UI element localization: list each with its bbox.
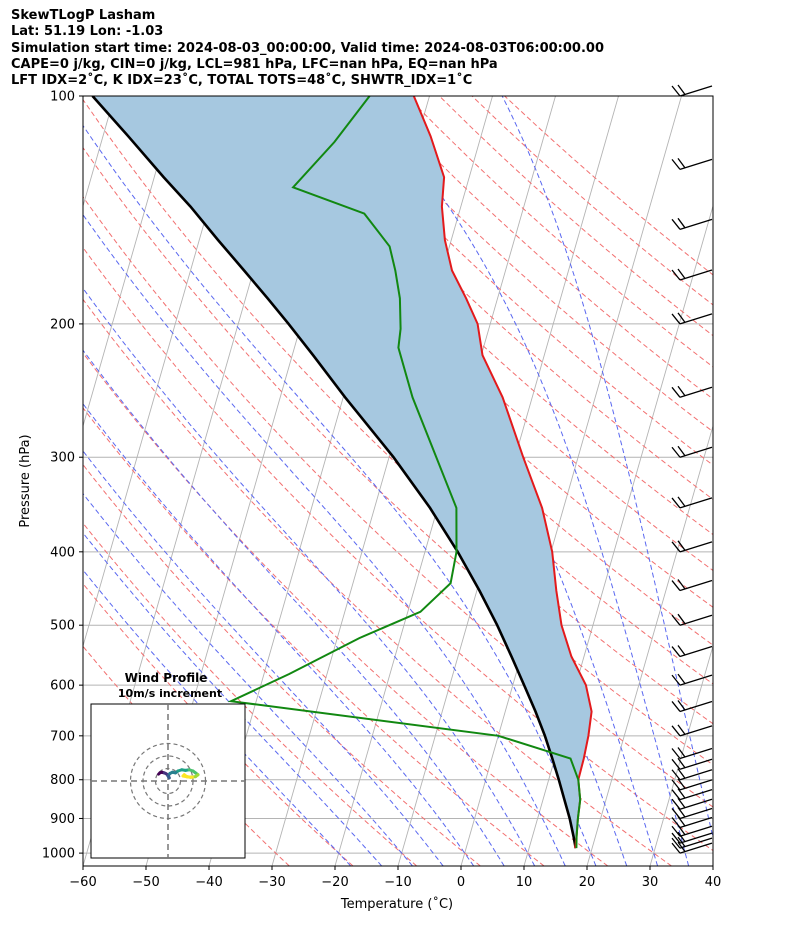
x-tick-label: 20 [579, 875, 596, 890]
index-line: LFT IDX=2˚C, K IDX=23˚C, TOTAL TOTS=48˚C… [11, 73, 473, 89]
y-tick-label: 600 [50, 679, 75, 694]
cape-area [92, 96, 592, 849]
cape-shading [92, 96, 592, 849]
y-tick-label: 900 [50, 812, 75, 827]
hodograph-ring [129, 742, 207, 820]
dry-adiabat [83, 463, 481, 866]
x-tick-label: −60 [69, 875, 96, 890]
x-tick-label: −30 [258, 875, 285, 890]
y-tick-label: 300 [50, 451, 75, 466]
wind-barb [671, 385, 713, 398]
dry-adiabat [83, 298, 672, 866]
x-tick-label: 40 [705, 875, 722, 890]
moist-adiabat [83, 213, 566, 866]
hodograph-subtitle: 10m/s increment [118, 687, 222, 700]
wind-barb [671, 673, 713, 686]
time-line: Simulation start time: 2024-08-03_00:00:… [11, 40, 604, 56]
wind-barb [671, 747, 713, 760]
dry-adiabat [83, 146, 713, 766]
wind-barb [671, 579, 713, 592]
x-tick-label: −10 [384, 875, 411, 890]
wind-barb [671, 700, 713, 713]
moist-adiabat [83, 450, 444, 866]
moist-adiabat [366, 96, 690, 866]
mixing-ratio-line [3, 685, 32, 866]
moist-adiabat [83, 349, 505, 866]
wind-barb [671, 445, 713, 458]
wind-barb [671, 613, 713, 626]
y-tick-label: 1000 [42, 847, 75, 862]
wind-barb [671, 724, 713, 737]
wind-barb [671, 540, 713, 553]
isotherm-line [712, 864, 713, 866]
y-tick-label: 400 [50, 545, 75, 560]
wind-barb [671, 768, 713, 781]
y-tick-label: 100 [50, 90, 75, 105]
x-tick-label: 10 [516, 875, 533, 890]
hodograph-title: Wind Profile [125, 671, 208, 685]
moist-adiabat [83, 532, 383, 866]
dry-adiabat [210, 96, 713, 572]
parcel-profile-line [91, 96, 577, 849]
hodograph: Wind Profile 10m/s increment [90, 671, 246, 859]
cape-line: CAPE=0 j/kg, CIN=0 j/kg, LCL=981 hPa, LF… [11, 56, 498, 72]
x-tick-label: −50 [132, 875, 159, 890]
chart-title: SkewTLogP Lasham [11, 8, 156, 23]
dry-adiabat [83, 196, 713, 808]
y-axis-label: Pressure (hPa) [18, 434, 33, 527]
mixing-ratio-line [0, 685, 5, 866]
wind-barb [671, 84, 713, 97]
x-tick-label: 0 [457, 875, 465, 890]
y-tick-label: 500 [50, 619, 75, 634]
dry-adiabat [275, 96, 713, 501]
x-axis-label: Temperature (˚C) [340, 896, 453, 912]
profile-lines [91, 96, 593, 849]
hodograph-ring [154, 767, 182, 795]
wind-barb [671, 778, 713, 791]
y-tick-label: 800 [50, 773, 75, 788]
wind-barb [671, 841, 713, 854]
hodograph-ring [142, 755, 194, 807]
dry-adiabat [83, 246, 713, 852]
isotherm-line [83, 96, 178, 428]
wind-barb [671, 157, 713, 170]
wind-barb [671, 217, 713, 230]
wind-barb [671, 788, 713, 801]
y-tick-label: 200 [50, 317, 75, 332]
wind-barb [671, 797, 713, 810]
dry-adiabat [83, 98, 713, 725]
y-tick-label: 700 [50, 729, 75, 744]
wind-barb [671, 312, 713, 325]
moist-adiabat [501, 96, 713, 840]
wind-barb [671, 757, 713, 770]
chart-header: SkewTLogP Lasham Lat: 51.19 Lon: -1.03 S… [11, 8, 604, 89]
moist-adiabat [236, 96, 659, 866]
wind-barb [671, 831, 713, 844]
dry-adiabat [83, 645, 290, 866]
wind-barbs [671, 84, 713, 854]
wind-barb [671, 496, 713, 509]
x-tick-label: −20 [321, 875, 348, 890]
moist-adiabat [83, 287, 536, 866]
x-tick-label: −40 [195, 875, 222, 890]
isotherm-line [649, 644, 713, 866]
wind-barb [671, 268, 713, 281]
isotherm-line [586, 424, 713, 866]
isotherm-line [460, 96, 682, 866]
dry-adiabat [83, 522, 418, 866]
moist-adiabat [83, 569, 352, 866]
x-tick-label: 30 [642, 875, 659, 890]
moist-adiabat [83, 402, 475, 866]
location-line: Lat: 51.19 Lon: -1.03 [11, 24, 164, 40]
wind-barb [671, 645, 713, 658]
wind-barb [671, 836, 713, 849]
moist-adiabat [83, 492, 413, 866]
isotherm-line [271, 96, 493, 866]
dewpoint-line [227, 96, 582, 849]
